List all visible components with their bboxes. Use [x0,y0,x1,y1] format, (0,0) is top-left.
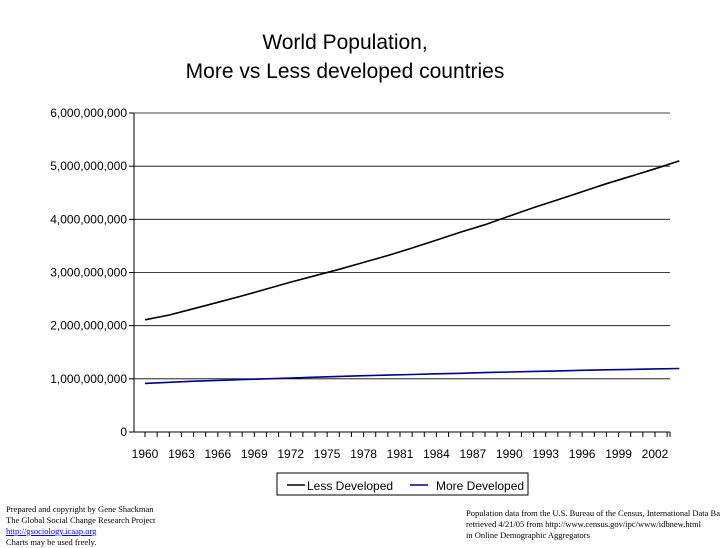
gridlines [134,112,670,380]
credit-left-line-4: Charts may be used freely. [6,537,97,547]
x-tick-label: 1960 [132,447,159,461]
credit-right-line-3: in Online Demographic Aggregators [466,530,590,540]
x-tick-label: 1999 [605,447,632,461]
x-tick-label: 1987 [460,447,487,461]
x-tick-label: 1963 [168,447,195,461]
credit-left-link[interactable]: http://gsociology.icaap.org [6,526,97,536]
x-tick-label: 1993 [532,447,559,461]
y-tick-label: 0 [120,425,127,439]
x-tick-label: 1996 [569,447,596,461]
legend-label-more-developed: More Developed [436,479,524,493]
y-axis-tick-labels: 0 1,000,000,000 2,000,000,000 3,000,000,000… [50,106,127,439]
x-tick-label: 1978 [350,447,377,461]
legend-box [276,472,529,496]
chart-title-line-1: World Population, [262,31,428,54]
chart-title-line-2: More vs Less developed countries [185,60,505,83]
credit-left: Prepared and copyright by Gene Shackman … [6,504,155,548]
credit-left-line-1: Prepared and copyright by Gene Shackman [6,504,154,514]
x-tick-label: 2002 [642,447,669,461]
credit-right-line-1: Population data from the U.S. Bureau of … [466,508,720,518]
x-tick-label: 1984 [423,447,450,461]
credit-right: Population data from the U.S. Bureau of … [466,508,720,541]
y-tick-label: 6,000,000,000 [50,106,127,120]
x-tick-label: 1966 [205,447,232,461]
series-line-more-developed [144,367,680,385]
y-tick-label: 1,000,000,000 [50,372,127,386]
x-tick-label: 1969 [241,447,268,461]
chart-title: World Population, More vs Less developed… [0,28,690,86]
axes [129,112,671,437]
legend: Less Developed More Developed [276,472,529,496]
x-tick-label: 1972 [277,447,304,461]
x-axis-tick-labels: 1960 1963 1966 1969 1972 1975 1978 1981 1984 1987… [132,447,669,461]
x-tick-label: 1981 [387,447,414,461]
series-lines [144,160,680,385]
x-tick-label: 1975 [314,447,341,461]
x-tick-label: 1990 [496,447,523,461]
y-tick-label: 3,000,000,000 [50,266,127,280]
y-tick-label: 5,000,000,000 [50,159,127,173]
y-tick-label: 2,000,000,000 [50,319,127,333]
y-tick-label: 4,000,000,000 [50,212,127,226]
credit-left-line-2: The Global Social Change Research Projec… [6,515,156,525]
series-line-less-developed [144,160,680,321]
legend-label-less-developed: Less Developed [307,479,393,493]
credit-right-line-2: retrieved 4/21/05 from http://www.census… [466,519,701,529]
